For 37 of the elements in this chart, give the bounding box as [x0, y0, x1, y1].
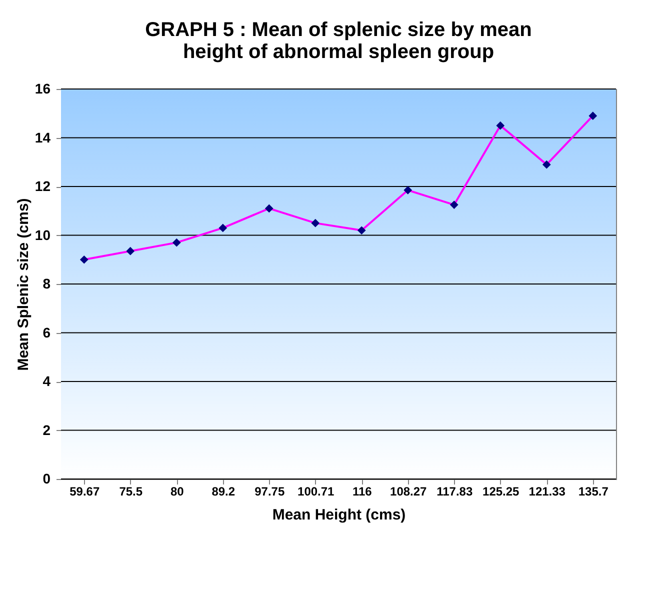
x-tick-label: 100.71	[298, 484, 335, 498]
point	[588, 112, 598, 120]
y-tick-label: 4	[42, 373, 51, 389]
x-tick-label: 117.83	[436, 484, 473, 498]
point	[126, 246, 135, 256]
x-tick-label: 121.33	[528, 484, 566, 498]
y-tick-label: 14	[34, 129, 51, 146]
y-tick-label: 2	[42, 422, 51, 438]
point	[496, 121, 505, 130]
point	[218, 224, 228, 232]
x-tick-label: 59.67	[70, 484, 100, 498]
y-tick-label: 10	[34, 226, 51, 243]
point	[80, 255, 88, 264]
point	[404, 186, 412, 194]
x-tick-label: 125.25	[482, 484, 520, 498]
x-tick-label: 116	[352, 484, 372, 498]
y-tick-label: 6	[42, 324, 51, 340]
x-tick-label: 108.27	[390, 484, 428, 498]
point	[311, 218, 320, 228]
text: height of abnormal spleen group	[182, 41, 494, 63]
y-tick-label: 12	[34, 178, 51, 194]
y-tick-label: 8	[42, 276, 51, 292]
x-axis-title: Mean Height (cms)	[272, 506, 406, 524]
point	[450, 200, 458, 209]
y-tick-label: 0	[42, 470, 51, 486]
x-tick-label: 75.5	[119, 484, 143, 498]
x-tick-label: 97.75	[254, 484, 285, 498]
point	[172, 238, 181, 247]
x-tick-label: 135.7	[578, 484, 609, 498]
point	[264, 204, 274, 213]
x-tick-label: 89.2	[212, 484, 236, 498]
point	[542, 160, 551, 169]
text: GRAPH 5 : Mean of splenic size by mean	[145, 19, 532, 41]
y-axis-title: Mean Splenic size (cms)	[14, 198, 32, 371]
y-tick-label: 16	[34, 80, 51, 96]
point	[357, 226, 366, 235]
x-tick-label: 80	[170, 484, 184, 498]
